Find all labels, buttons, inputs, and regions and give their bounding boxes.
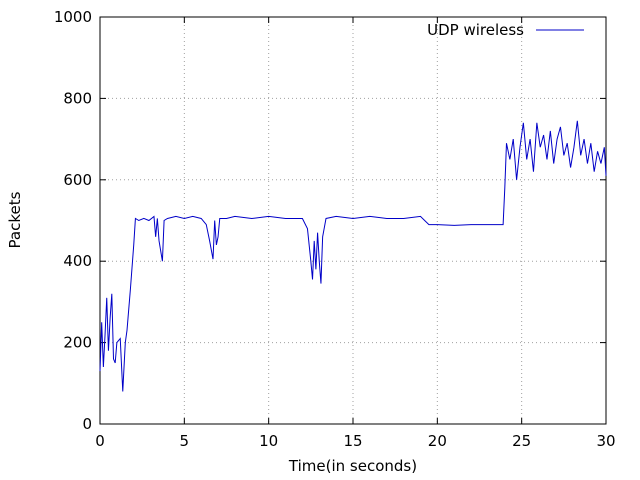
y-axis-label: Packets <box>6 191 24 248</box>
y-tick-label: 1000 <box>54 8 92 26</box>
data-line <box>99 120 607 392</box>
x-tick-label: 5 <box>180 432 190 450</box>
x-tick-label: 0 <box>95 432 105 450</box>
x-tick-label: 30 <box>596 432 615 450</box>
y-tick-label: 600 <box>63 171 92 189</box>
x-tick-label: 25 <box>512 432 531 450</box>
plot-frame <box>99 16 607 425</box>
y-tick-label: 200 <box>63 334 92 352</box>
x-axis-label: Time(in seconds) <box>288 457 417 475</box>
y-tick-label: 400 <box>63 252 92 270</box>
x-tick-label: 20 <box>428 432 447 450</box>
legend-label: UDP wireless <box>427 21 524 39</box>
y-tick-label: 800 <box>63 89 92 107</box>
x-tick-label: 10 <box>259 432 278 450</box>
x-tick-label: 15 <box>343 432 362 450</box>
y-tick-label: 0 <box>82 415 92 433</box>
